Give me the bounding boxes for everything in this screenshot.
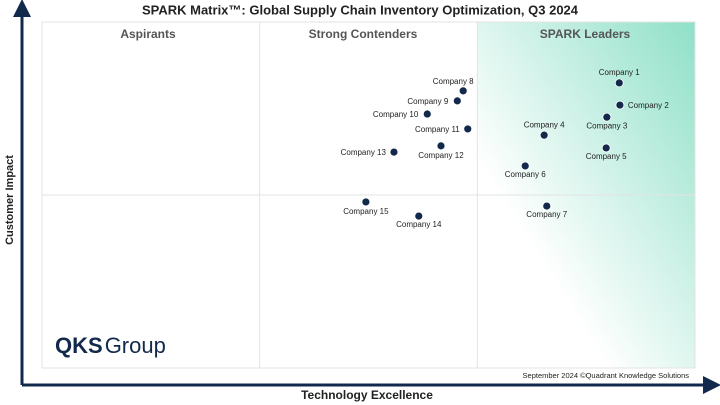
point [389, 147, 399, 157]
point [520, 161, 530, 171]
point-label: Company 1 [599, 68, 640, 77]
point-label: Company 9 [407, 97, 448, 106]
point-label: Company 14 [396, 220, 442, 229]
point-label: Company 10 [373, 110, 419, 119]
point-label: Company 11 [415, 125, 460, 134]
point-label: Company 3 [586, 121, 627, 130]
point [539, 130, 549, 140]
logo-bold: QKS [55, 333, 103, 358]
point-label: Company 5 [586, 152, 627, 161]
x-axis-label: Technology Excellence [301, 388, 433, 402]
point [542, 201, 552, 211]
logo: QKSGroup [55, 333, 166, 358]
point [463, 124, 473, 134]
point-label: Company 4 [524, 120, 565, 129]
point [602, 112, 612, 122]
chart-title: SPARK Matrix™: Global Supply Chain Inven… [142, 2, 579, 17]
point [436, 141, 446, 151]
point-label: Company 8 [433, 77, 474, 86]
footnote: September 2024 ©Quadrant Knowledge Solut… [523, 371, 690, 380]
point [422, 109, 432, 119]
y-axis-label: Customer Impact [4, 155, 16, 245]
point-label: Company 7 [526, 210, 567, 219]
quadrant-label: Strong Contenders [309, 27, 418, 41]
point-label: Company 12 [418, 151, 464, 160]
point-label: Company 6 [505, 170, 546, 179]
quadrant-label: Aspirants [120, 27, 176, 41]
point-label: Company 2 [628, 101, 669, 110]
point [414, 211, 424, 221]
point [452, 96, 462, 106]
point [601, 143, 611, 153]
quadrant-label: SPARK Leaders [540, 27, 631, 41]
point [458, 86, 468, 96]
point [361, 197, 371, 207]
point [614, 78, 624, 88]
point [615, 100, 625, 110]
point-label: Company 13 [341, 148, 387, 157]
point-label: Company 15 [343, 207, 389, 216]
logo-light: Group [105, 333, 166, 358]
